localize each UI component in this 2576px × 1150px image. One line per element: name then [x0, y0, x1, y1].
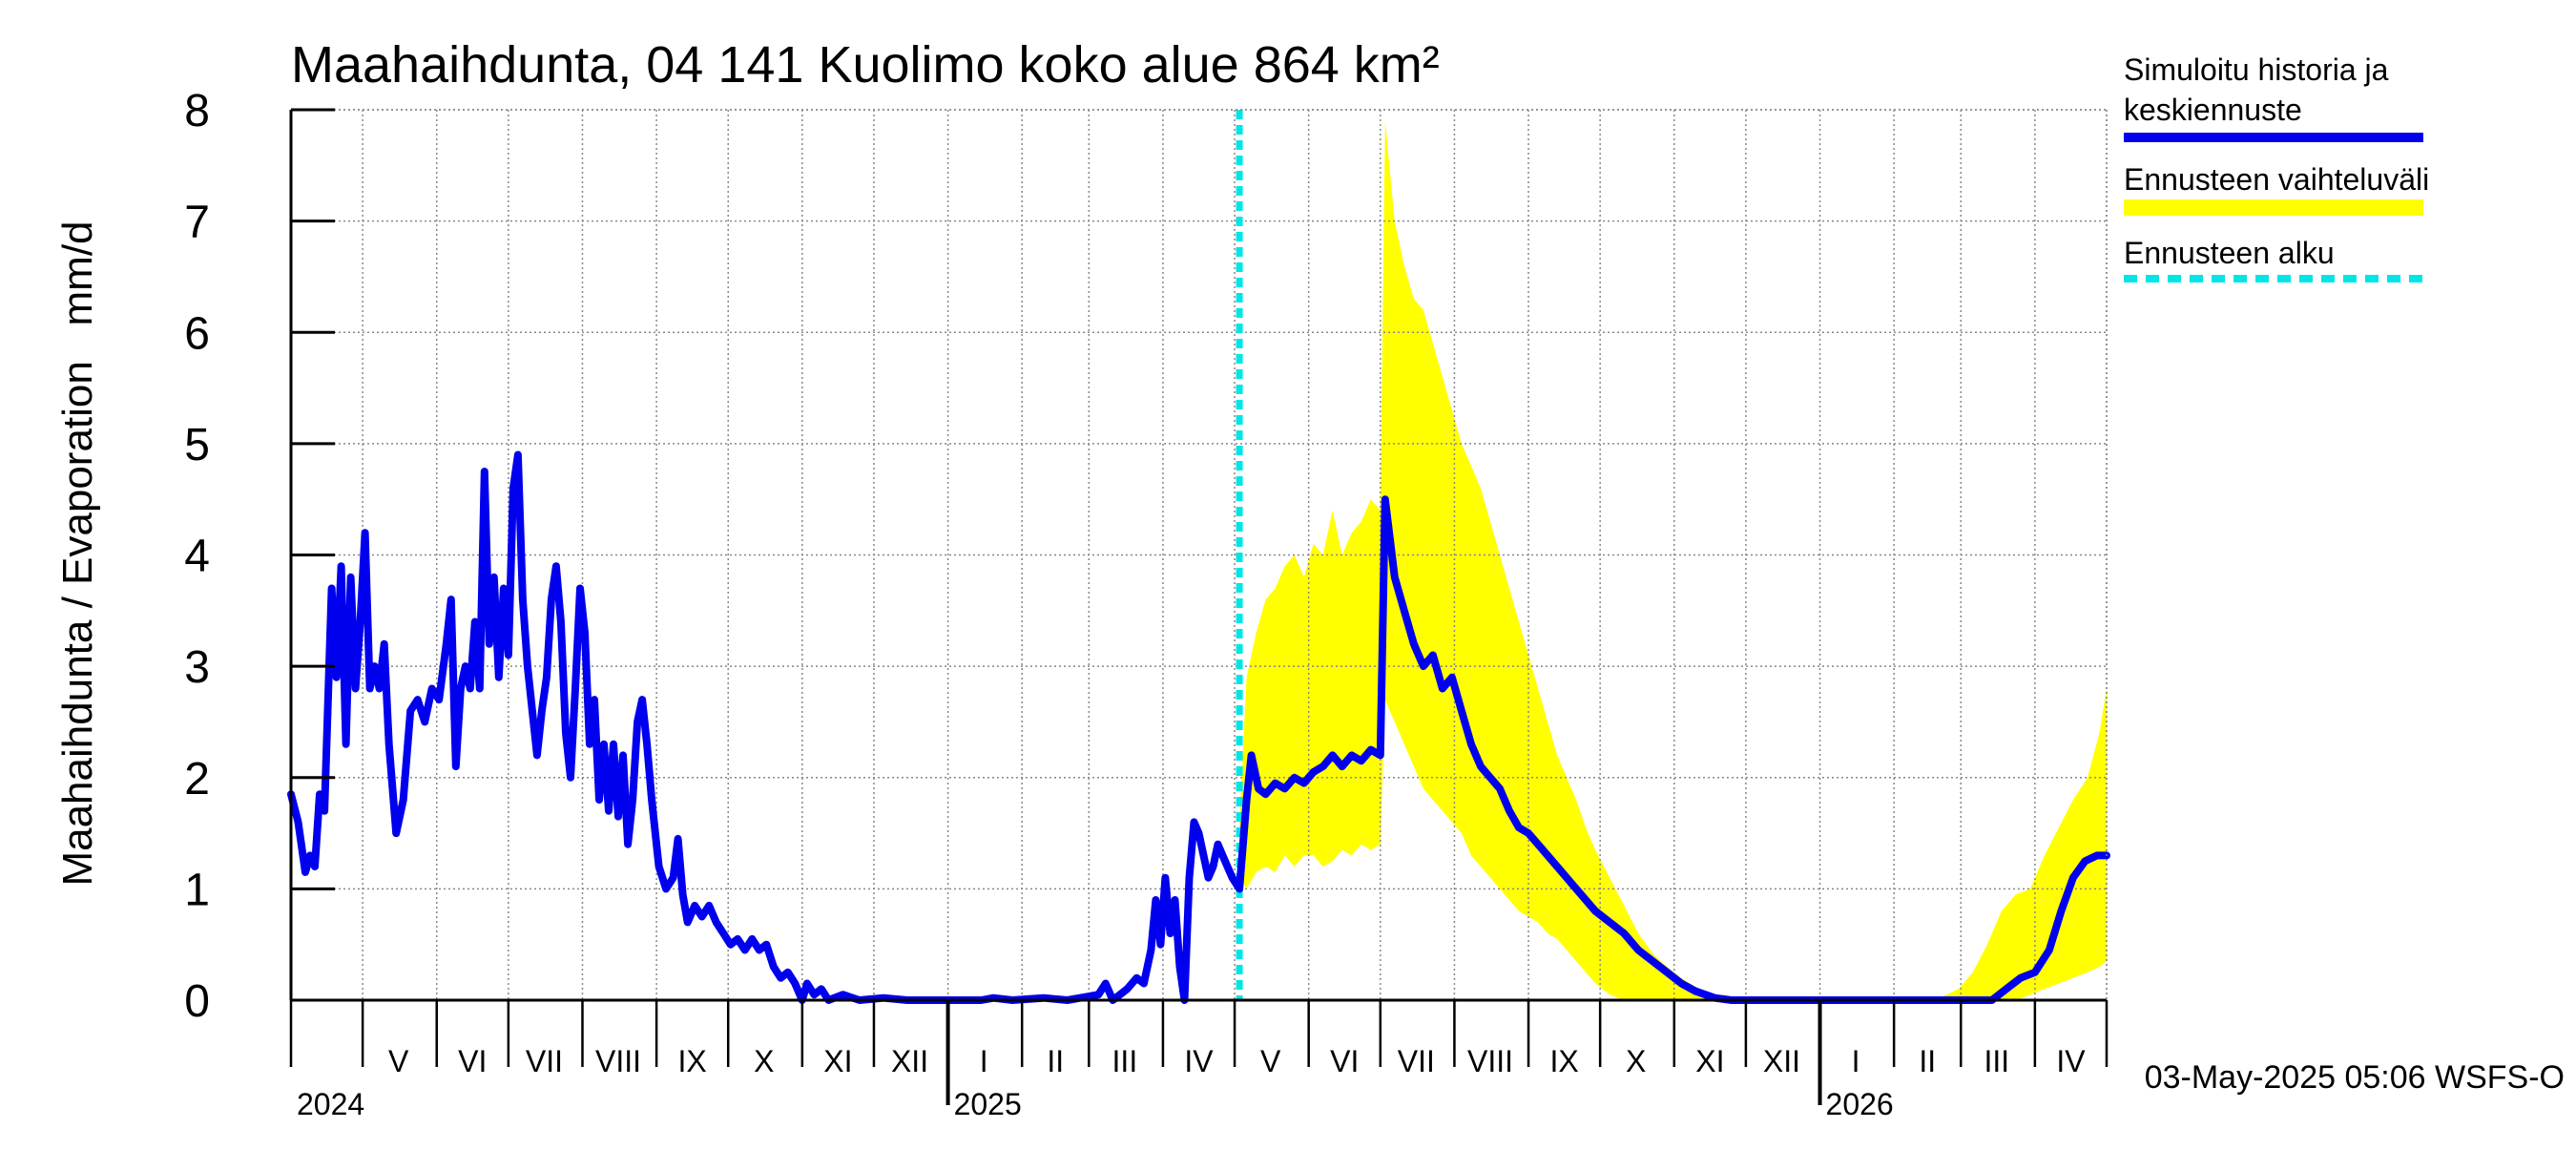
y-tick-label: 3 — [184, 642, 210, 693]
footer-timestamp: 03-May-2025 05:06 WSFS-O — [2145, 1059, 2565, 1096]
month-label: X — [754, 1044, 774, 1078]
y-tick-label: 4 — [184, 532, 210, 582]
series-layer — [287, 450, 2110, 1004]
year-label: 2026 — [1826, 1087, 1894, 1121]
y-tick-label: 8 — [184, 86, 210, 136]
month-label: I — [980, 1044, 988, 1078]
y-tick-label: 5 — [184, 420, 210, 470]
month-label: IX — [1549, 1044, 1578, 1078]
month-label: XI — [1695, 1044, 1724, 1078]
year-label: 2024 — [297, 1087, 364, 1121]
legend-label-simulated-2: keskiennuste — [2124, 93, 2302, 127]
month-label: II — [1047, 1044, 1064, 1078]
legend-label-simulated: Simuloitu historia ja — [2124, 52, 2389, 87]
month-label: XII — [891, 1044, 928, 1078]
y-tick-label: 6 — [184, 308, 210, 359]
y-axis-label: Maahaihdunta / Evaporation mm/d — [54, 220, 101, 886]
chart-title: Maahaihdunta, 04 141 Kuolimo koko alue 8… — [291, 36, 1440, 94]
month-label: XI — [823, 1044, 852, 1078]
month-label: III — [1984, 1044, 2009, 1078]
y-tick-label: 2 — [184, 754, 210, 805]
month-label: III — [1112, 1044, 1138, 1078]
month-label: VII — [526, 1044, 563, 1078]
legend-label-range: Ennusteen vaihteluväli — [2124, 162, 2429, 197]
month-label: VII — [1398, 1044, 1435, 1078]
month-label: II — [1919, 1044, 1936, 1078]
axes — [289, 108, 2109, 1105]
month-label: X — [1626, 1044, 1646, 1078]
month-label: IX — [678, 1044, 707, 1078]
month-label: V — [388, 1044, 409, 1078]
month-label: IV — [1184, 1044, 1214, 1078]
month-label: I — [1852, 1044, 1860, 1078]
month-label: IV — [2056, 1044, 2086, 1078]
month-label: VIII — [595, 1044, 641, 1078]
month-label: V — [1260, 1044, 1281, 1078]
year-label: 2025 — [954, 1087, 1022, 1121]
legend: Simuloitu historia ja keskiennuste Ennuste… — [2124, 52, 2429, 282]
month-label: VIII — [1467, 1044, 1513, 1078]
month-label: XII — [1763, 1044, 1800, 1078]
legend-swatch-range — [2124, 199, 2423, 216]
forecast-range-band — [1239, 120, 2107, 1000]
month-label: VI — [1330, 1044, 1359, 1078]
y-tick-label: 7 — [184, 198, 210, 248]
y-tick-label: 1 — [184, 865, 210, 915]
legend-label-forecast-start: Ennusteen alku — [2124, 236, 2335, 270]
forecast-range-layer — [1239, 120, 2107, 1000]
month-label: VI — [458, 1044, 487, 1078]
series-line-simulated — [287, 450, 2110, 1004]
y-tick-label: 0 — [184, 976, 210, 1027]
